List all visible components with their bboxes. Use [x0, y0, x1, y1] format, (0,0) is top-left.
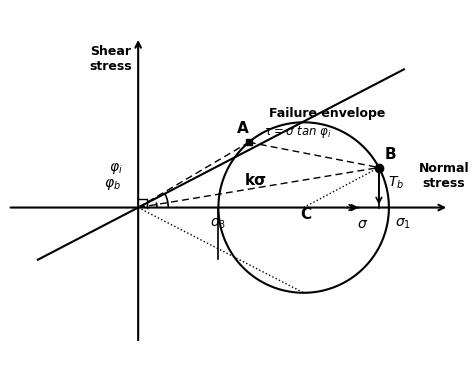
Text: $\varphi_b$: $\varphi_b$: [104, 177, 120, 193]
Text: $\tau = \sigma\ tan\ \varphi_i$: $\tau = \sigma\ tan\ \varphi_i$: [264, 124, 331, 140]
Text: A: A: [237, 121, 249, 136]
Text: C: C: [301, 207, 312, 222]
Text: $\sigma_1$: $\sigma_1$: [395, 217, 411, 231]
Text: Failure envelope: Failure envelope: [269, 107, 385, 120]
Text: $\varphi_i$: $\varphi_i$: [109, 162, 122, 176]
Text: $\sigma$: $\sigma$: [357, 217, 368, 231]
Text: $\sigma_3$: $\sigma_3$: [210, 217, 227, 231]
Text: $T_b$: $T_b$: [388, 174, 404, 191]
Text: Shear
stress: Shear stress: [89, 44, 132, 73]
Text: B: B: [384, 147, 396, 162]
Text: kσ: kσ: [245, 173, 267, 188]
Text: Normal
stress: Normal stress: [419, 162, 469, 190]
